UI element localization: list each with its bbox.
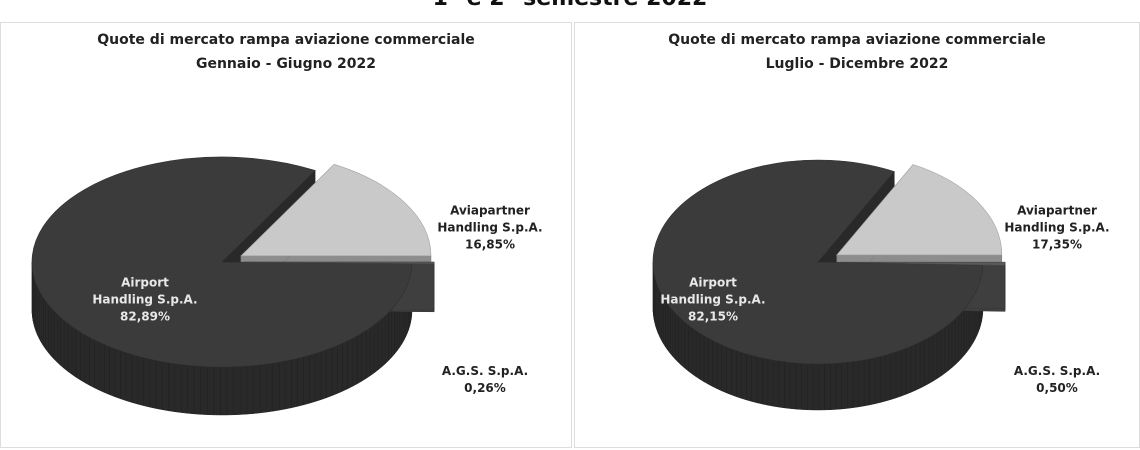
slice-label: A.G.S. S.p.A. 0,26%	[430, 363, 540, 397]
category-label: A.G.S. S.p.A.	[441, 364, 529, 378]
chart-title: Quote di mercato rampa aviazione commerc…	[668, 32, 1046, 48]
slice-label: Airport Handling S.p.A. 82,89%	[90, 275, 200, 326]
slice	[31, 156, 413, 368]
slice	[836, 164, 1003, 256]
pie	[652, 159, 1006, 411]
chart-panel	[0, 22, 572, 448]
value-label: 82,15%	[688, 309, 738, 324]
value-label: 17,35%	[1032, 237, 1082, 252]
chart-subtitle: Luglio - Dicembre 2022	[765, 56, 949, 72]
slice	[243, 261, 435, 265]
chart-subtitle: Gennaio - Giugno 2022	[195, 56, 377, 72]
pie	[31, 156, 435, 416]
slice	[652, 159, 984, 365]
category-label: A.G.S. S.p.A.	[1013, 364, 1101, 378]
value-label: 0,26%	[464, 381, 506, 395]
slice-label: A.G.S. S.p.A. 0,50%	[1002, 363, 1112, 397]
slice-label: Airport Handling S.p.A. 82,15%	[658, 275, 768, 326]
slice-label: Aviapartner Handling S.p.A. 16,85%	[435, 203, 545, 254]
slice	[240, 163, 432, 257]
value-label: 0,50%	[1036, 381, 1078, 395]
value-label: 16,85%	[465, 237, 515, 252]
chart-title: Quote di mercato rampa aviazione commerc…	[97, 32, 475, 48]
category-label: Airport Handling S.p.A.	[92, 275, 198, 307]
slice-label: Aviapartner Handling S.p.A. 17,35%	[1002, 203, 1112, 254]
value-label: 82,89%	[120, 309, 170, 324]
category-label: Airport Handling S.p.A.	[660, 275, 766, 307]
category-label: Aviapartner Handling S.p.A.	[437, 203, 543, 235]
slice	[839, 261, 1006, 266]
category-label: Aviapartner Handling S.p.A.	[1004, 203, 1110, 235]
page-title: 1° e 2° semestre 2022	[433, 0, 708, 11]
slice-side	[31, 169, 413, 416]
